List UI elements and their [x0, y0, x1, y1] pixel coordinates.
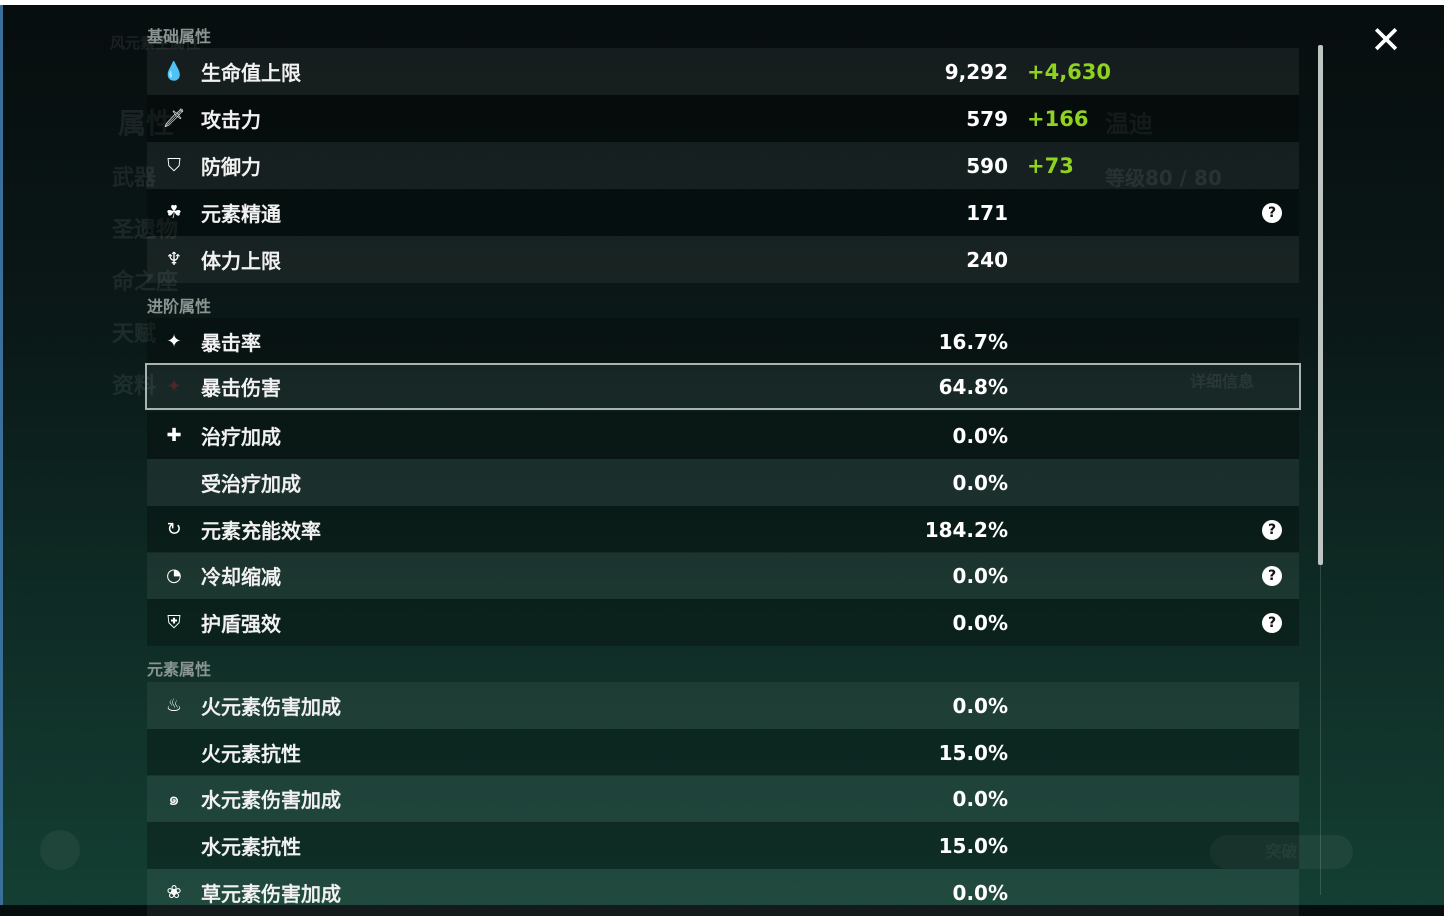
stat-value: 240	[966, 247, 1008, 272]
stat-value: 0.0%	[952, 693, 1008, 718]
bg-level: 等级80 / 80	[1105, 166, 1222, 190]
section-elemental-title: 元素属性	[147, 660, 212, 679]
stat-label: 生命值上限	[201, 61, 301, 85]
crit-rate-icon: ✦	[166, 331, 182, 352]
bg-menu-constellation[interactable]: 命之座	[112, 270, 179, 295]
bg-menu-weapon[interactable]: 武器	[112, 166, 157, 191]
window-top-bar	[0, 0, 1444, 5]
stat-row-pyro-res[interactable]: 火元素抗性 15.0%	[147, 729, 1299, 776]
bg-menu-artifact[interactable]: 圣遗物	[112, 218, 179, 243]
stat-value: 0.0%	[952, 610, 1008, 635]
stat-label: 草元素伤害加成	[201, 882, 341, 906]
stat-bonus: +166	[1027, 106, 1089, 131]
bg-detail-button[interactable]: 详细信息	[1190, 372, 1255, 391]
shield-icon: ⛉	[167, 155, 181, 176]
stat-row-def[interactable]: ⛉ 防御力 590 +73	[147, 142, 1299, 189]
crit-dmg-icon: ✦	[166, 376, 182, 397]
stat-label: 治疗加成	[201, 425, 281, 449]
bg-grid-icon[interactable]	[40, 830, 80, 870]
elemental-mastery-icon: ☘	[165, 202, 183, 223]
stat-label: 元素精通	[201, 202, 281, 226]
energy-recharge-icon: ↻	[166, 519, 182, 540]
bg-char-name: 温迪	[1105, 110, 1153, 138]
window-left-edge	[0, 5, 3, 905]
stat-value: 9,292	[944, 59, 1008, 84]
stat-label: 攻击力	[201, 108, 261, 132]
help-icon[interactable]: ?	[1262, 565, 1282, 586]
stat-row-incoming-healing[interactable]: 受治疗加成 0.0%	[147, 459, 1299, 506]
pyro-icon: ♨	[165, 695, 183, 716]
stat-value: 0.0%	[952, 880, 1008, 905]
stat-label: 火元素伤害加成	[201, 695, 341, 719]
stat-value: 64.8%	[938, 374, 1008, 399]
stat-label: 水元素抗性	[201, 835, 301, 859]
stat-label: 暴击率	[201, 331, 261, 355]
stat-value: 0.0%	[952, 786, 1008, 811]
help-icon[interactable]: ?	[1262, 519, 1282, 540]
stat-value: 16.7%	[938, 329, 1008, 354]
stat-label: 火元素抗性	[201, 742, 301, 766]
close-button[interactable]: ✕	[1370, 18, 1402, 62]
shield-strength-icon: ⛨	[167, 612, 181, 633]
stat-label: 水元素伤害加成	[201, 788, 341, 812]
stat-label: 防御力	[201, 155, 261, 179]
bg-menu-talent[interactable]: 天赋	[112, 322, 157, 347]
sword-icon: 🗡	[162, 108, 186, 129]
cooldown-icon: ◔	[166, 565, 182, 586]
stat-value: 0.0%	[952, 470, 1008, 495]
stat-row-healing[interactable]: ✚ 治疗加成 0.0%	[147, 412, 1299, 459]
stat-row-stamina[interactable]: ♆ 体力上限 240	[147, 236, 1299, 283]
hydro-icon: ๑	[168, 789, 180, 810]
stat-value: 579	[966, 106, 1008, 131]
stat-value: 15.0%	[938, 833, 1008, 858]
stat-bonus: +4,630	[1027, 59, 1112, 84]
stat-label: 冷却缩减	[201, 565, 281, 589]
stat-value: 590	[966, 153, 1008, 178]
section-advanced-title: 进阶属性	[147, 297, 212, 316]
stat-row-energy-recharge[interactable]: ↻ 元素充能效率 184.2% ?	[147, 506, 1299, 553]
stat-value: 184.2%	[924, 517, 1008, 542]
hp-drop-icon: 💧	[162, 61, 186, 82]
stat-label: 护盾强效	[201, 612, 281, 636]
stat-label: 受治疗加成	[201, 472, 301, 496]
dendro-icon: ❀	[166, 882, 182, 903]
stat-row-hydro-res[interactable]: 水元素抗性 15.0%	[147, 822, 1299, 869]
section-basic-title: 基础属性	[147, 27, 212, 46]
healing-cross-icon: ✚	[166, 425, 182, 446]
stat-row-crit-dmg[interactable]: ✦ 暴击伤害 64.8%	[145, 363, 1301, 410]
stat-value: 171	[966, 200, 1008, 225]
stamina-icon: ♆	[165, 249, 183, 270]
stat-label: 暴击伤害	[201, 376, 281, 400]
bg-menu-profile[interactable]: 资料	[112, 374, 157, 399]
stat-row-pyro-dmg[interactable]: ♨ 火元素伤害加成 0.0%	[147, 682, 1299, 729]
bg-breakthrough-button[interactable]: 突破	[1210, 835, 1353, 869]
stat-row-hp[interactable]: 💧 生命值上限 9,292 +4,630	[147, 48, 1299, 95]
stat-row-cooldown[interactable]: ◔ 冷却缩减 0.0% ?	[147, 552, 1299, 599]
stat-row-em[interactable]: ☘ 元素精通 171 ?	[147, 189, 1299, 236]
scrollbar-thumb[interactable]	[1318, 45, 1323, 565]
stat-row-atk[interactable]: 🗡 攻击力 579 +166	[147, 95, 1299, 142]
stat-bonus: +73	[1027, 153, 1074, 178]
stat-row-crit-rate[interactable]: ✦ 暴击率 16.7%	[147, 318, 1299, 365]
stat-value: 15.0%	[938, 740, 1008, 765]
help-icon[interactable]: ?	[1262, 612, 1282, 633]
stat-label: 元素充能效率	[201, 519, 321, 543]
stat-row-hydro-dmg[interactable]: ๑ 水元素伤害加成 0.0%	[147, 775, 1299, 822]
stat-row-shield-strength[interactable]: ⛨ 护盾强效 0.0% ?	[147, 599, 1299, 646]
stat-label: 体力上限	[201, 249, 281, 273]
stat-value: 0.0%	[952, 423, 1008, 448]
help-icon[interactable]: ?	[1262, 202, 1282, 223]
bg-tab-attr: 属性	[118, 107, 175, 140]
scrollbar-track[interactable]	[1320, 565, 1321, 895]
bg-element-title: 风元素主属性	[110, 34, 201, 52]
stat-row-dendro-dmg[interactable]: ❀ 草元素伤害加成 0.0%	[147, 869, 1299, 916]
stat-value: 0.0%	[952, 563, 1008, 588]
